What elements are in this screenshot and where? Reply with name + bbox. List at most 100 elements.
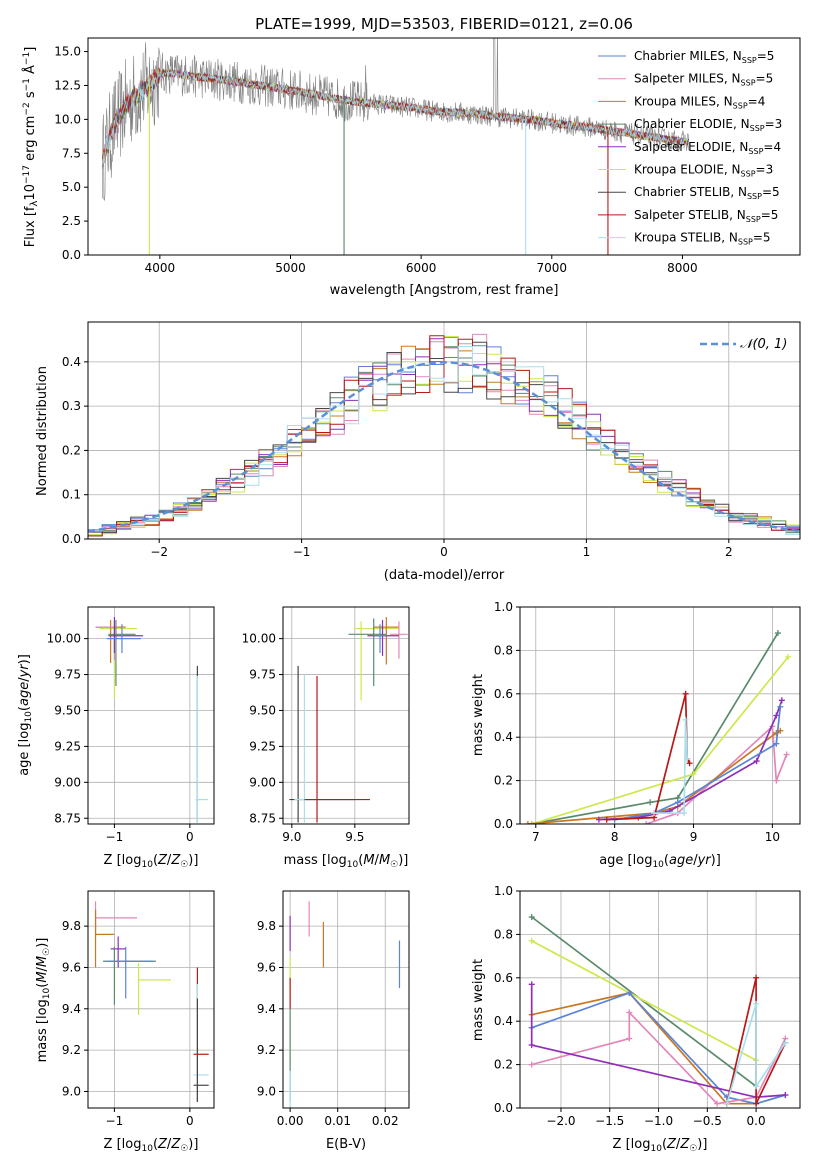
weight-lines: [528, 914, 789, 1107]
weight-series: [531, 1010, 787, 1105]
weight-marker: [785, 653, 792, 660]
model-spectrum: [102, 69, 690, 165]
y-tick-label: 9.4: [257, 1002, 276, 1016]
mass-vs-Z-plot: −1 0 9.0 9.2 9.4 9.6 9.8: [62, 891, 214, 1128]
y-tick-label: 9.6: [257, 960, 276, 974]
x-tick-label: 4000: [145, 261, 176, 275]
legend-value: =5: [757, 49, 775, 63]
x-tick-label: −2: [150, 545, 168, 559]
y-tick-label: 0.6: [494, 687, 513, 701]
legend-sub: SSP: [742, 56, 757, 65]
y-tick-label: 0.8: [494, 927, 513, 941]
weight-marker: [626, 1009, 633, 1016]
y-tick-label: 9.00: [54, 775, 81, 789]
y-tick-label: 0.4: [494, 730, 513, 744]
weight-marker: [782, 1039, 789, 1046]
x-tick-label: 9: [690, 830, 698, 844]
y-tick-label: 9.4: [62, 1002, 81, 1016]
y-tick-label: 9.2: [257, 1043, 276, 1057]
weight-marker: [753, 1000, 760, 1007]
weight-series: [531, 916, 757, 1087]
y-tick-label: 9.00: [249, 775, 276, 789]
y-tick-label: 0.0: [494, 817, 513, 831]
weight-marker: [528, 937, 535, 944]
weight-vs-Z-plot: −2.0 −1.5 −1.0 −0.5 0.0 0.0 0.2 0.4 0.6 0.8 1.0: [494, 884, 800, 1128]
legend-sub: SSP: [733, 101, 748, 110]
weight-marker: [528, 821, 535, 824]
x-tick-label: −0.5: [693, 1114, 722, 1128]
mass-vs-EBV-xlabel: E(B-V): [326, 1137, 366, 1152]
weight-vs-Z-frame: [519, 890, 801, 1109]
mass-vs-EBV-plot: 0.00 0.01 0.02 9.0 9.2 9.4 9.6 9.8: [257, 891, 409, 1128]
age-vs-Z-frame: [87, 606, 215, 825]
x-tick-label: 7: [532, 830, 540, 844]
legend-sub: SSP: [738, 238, 753, 247]
legend-sub: SSP: [746, 215, 761, 224]
mass-vs-EBV-frame: [282, 890, 410, 1109]
y-tick-label: 9.0: [62, 1084, 81, 1098]
legend-entry: Chabrier MILES, NSSP=5: [634, 49, 774, 65]
y-tick-label: 9.8: [257, 919, 276, 933]
age-vs-mass-frame: [282, 606, 410, 825]
x-tick-label: 8: [611, 830, 619, 844]
weight-marker: [643, 821, 650, 824]
y-tick-label: 0.3: [62, 399, 81, 413]
weight-series: [527, 729, 781, 824]
legend-sub: SSP: [750, 124, 765, 133]
weight-lines: [524, 630, 792, 824]
model-spectrum: [102, 68, 690, 163]
y-tick-label: 9.50: [249, 703, 276, 717]
y-tick-label: 9.6: [62, 960, 81, 974]
weight-marker: [682, 690, 689, 697]
weight-marker: [682, 716, 689, 723]
weight-marker: [681, 810, 688, 817]
x-tick-label: −1: [106, 1114, 124, 1128]
legend-sub: SSP: [741, 170, 756, 179]
weight-marker: [753, 974, 760, 981]
weight-marker: [595, 816, 602, 823]
y-tick-label: 5.0: [62, 180, 81, 194]
x-tick-label: 10: [765, 830, 780, 844]
y-tick-label: 9.8: [62, 919, 81, 933]
weight-marker: [777, 703, 784, 710]
y-tick-label: 0.0: [494, 1101, 513, 1115]
y-tick-label: 0.8: [494, 643, 513, 657]
weight-marker: [753, 1083, 760, 1090]
x-tick-label: 7000: [537, 261, 568, 275]
y-tick-label: 1.0: [494, 600, 513, 614]
errorbars: [94, 901, 209, 1102]
x-tick-label: 9.5: [345, 830, 364, 844]
model-spectrum: [102, 68, 690, 169]
y-tick-label: 2.5: [62, 214, 81, 228]
y-tick-label: 9.0: [257, 1084, 276, 1098]
y-tick-label: 9.75: [249, 668, 276, 682]
gaussian-legend-label: 𝒩(0, 1): [740, 337, 787, 352]
weight-series: [531, 656, 789, 824]
x-tick-label: 2: [725, 545, 733, 559]
residual-histogram: [88, 346, 800, 539]
weight-marker: [690, 771, 697, 778]
legend-entry: Kroupa STELIB, NSSP=5: [634, 231, 771, 247]
legend-value: =5: [753, 231, 771, 245]
age-vs-Z-ylabel: age [log10(age/yr)]: [17, 654, 34, 776]
x-tick-label: 8000: [667, 261, 698, 275]
mass-vs-Z-xlabel: Z [log10(Z/Z☉)]: [104, 1137, 199, 1154]
weight-vs-age-ylabel: mass weight: [471, 674, 486, 756]
legend-value: =4: [763, 140, 781, 154]
x-tick-label: −1.0: [644, 1114, 673, 1128]
y-tick-label: 10.00: [242, 632, 276, 646]
x-tick-label: 0.0: [747, 1114, 766, 1128]
y-tick-label: 7.5: [62, 146, 81, 160]
y-tick-label: 12.5: [54, 78, 81, 92]
y-tick-label: 9.75: [54, 668, 81, 682]
weight-marker: [603, 816, 610, 823]
gaussian-curve: [88, 361, 800, 533]
observed-spectrum: [102, 38, 689, 202]
legend-value: =3: [765, 117, 783, 131]
model-spectrum: [102, 69, 690, 165]
legend-sub: SSP: [741, 79, 756, 88]
weight-marker: [773, 740, 780, 747]
weight-marker: [528, 1061, 535, 1068]
weight-marker: [782, 1091, 789, 1098]
x-tick-label: 0: [440, 545, 448, 559]
